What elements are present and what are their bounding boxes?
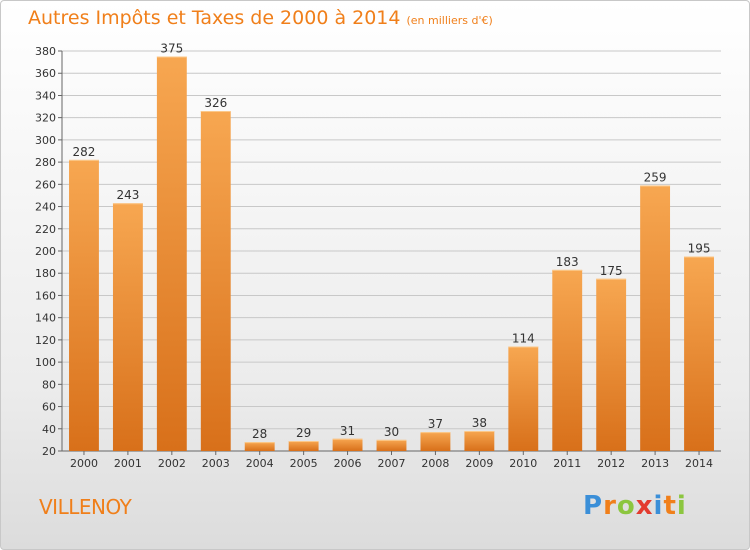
y-tick-label: 160 [35, 289, 56, 302]
bar [376, 439, 407, 451]
logo-letter: o [616, 491, 636, 521]
x-tick-label: 2009 [465, 457, 493, 470]
bar [684, 256, 714, 451]
bar-value-label: 31 [340, 424, 355, 438]
bar [69, 159, 99, 451]
logo-letter: P [583, 491, 604, 521]
x-tick-label: 2001 [114, 457, 142, 470]
x-tick-label: 2003 [202, 457, 230, 470]
y-tick-label: 240 [35, 201, 56, 214]
x-tick-label: 2011 [553, 457, 581, 470]
y-tick-label: 340 [35, 89, 56, 102]
y-tick-label: 20 [42, 445, 56, 458]
bar [464, 431, 495, 451]
bar-value-label: 243 [116, 188, 139, 202]
chart-title-text: Autres Impôts et Taxes de 2000 à 2014 [28, 7, 401, 29]
y-tick-label: 300 [35, 134, 56, 147]
bar-value-label: 28 [252, 427, 267, 441]
x-tick-label: 2007 [378, 457, 406, 470]
y-tick-label: 320 [35, 112, 56, 125]
commune-name: VILLENOY [39, 495, 132, 519]
y-tick-label: 280 [35, 156, 56, 169]
x-tick-label: 2013 [641, 457, 669, 470]
x-tick-label: 2002 [158, 457, 186, 470]
labels: 20 40 60 80 100 120 140 160 180 200 220 240 260 280 30… [35, 42, 713, 470]
bar [156, 56, 187, 452]
bar-value-label: 175 [600, 264, 623, 278]
x-tick-label: 2008 [421, 457, 449, 470]
logo-letter: x [635, 491, 654, 521]
chart-title: Autres Impôts et Taxes de 2000 à 2014 (en… [28, 7, 493, 29]
bar-value-label: 114 [512, 332, 535, 346]
bar [552, 269, 583, 451]
bar-value-label: 326 [204, 96, 227, 110]
bar [596, 278, 627, 451]
x-tick-label: 2005 [290, 457, 318, 470]
bar-value-label: 375 [160, 42, 183, 56]
bar [420, 432, 451, 451]
y-tick-label: 140 [35, 312, 56, 325]
bar-value-label: 29 [296, 426, 311, 440]
bar-value-label: 195 [688, 242, 711, 256]
bar [332, 438, 363, 451]
bar [288, 441, 319, 451]
logo-letter: t [663, 491, 677, 521]
y-tick-label: 60 [42, 401, 56, 414]
bar-value-label: 282 [73, 145, 96, 159]
bar [200, 111, 231, 451]
bar [640, 185, 671, 451]
x-tick-label: 2012 [597, 457, 625, 470]
y-tick-label: 100 [35, 356, 56, 369]
y-tick-label: 80 [42, 378, 56, 391]
chart-subtitle: (en milliers d'€) [406, 14, 493, 27]
bar [244, 442, 275, 451]
bar [508, 346, 539, 451]
bar-value-label: 38 [472, 416, 487, 430]
y-tick-label: 40 [42, 423, 56, 436]
bar-value-label: 183 [556, 255, 579, 269]
x-tick-label: 2010 [509, 457, 537, 470]
logo-letter: r [603, 491, 617, 521]
x-tick-label: 2004 [246, 457, 274, 470]
y-tick-label: 360 [35, 67, 56, 80]
proxiti-logo: Proxiti [583, 491, 687, 521]
x-tick-label: 2000 [70, 457, 98, 470]
x-tick-label: 2014 [685, 457, 713, 470]
logo-letter: i [653, 491, 664, 521]
y-tick-label: 220 [35, 223, 56, 236]
logo-letter: i [676, 491, 687, 521]
bar-value-label: 37 [428, 417, 443, 431]
bar-value-label: 259 [644, 170, 667, 184]
y-tick-label: 260 [35, 178, 56, 191]
x-tick-label: 2006 [334, 457, 362, 470]
y-tick-label: 120 [35, 334, 56, 347]
y-tick-label: 180 [35, 267, 56, 280]
y-tick-label: 200 [35, 245, 56, 258]
bars [69, 56, 714, 452]
bar-value-label: 30 [384, 425, 399, 439]
y-tick-label: 380 [35, 45, 56, 58]
bar [112, 203, 143, 451]
